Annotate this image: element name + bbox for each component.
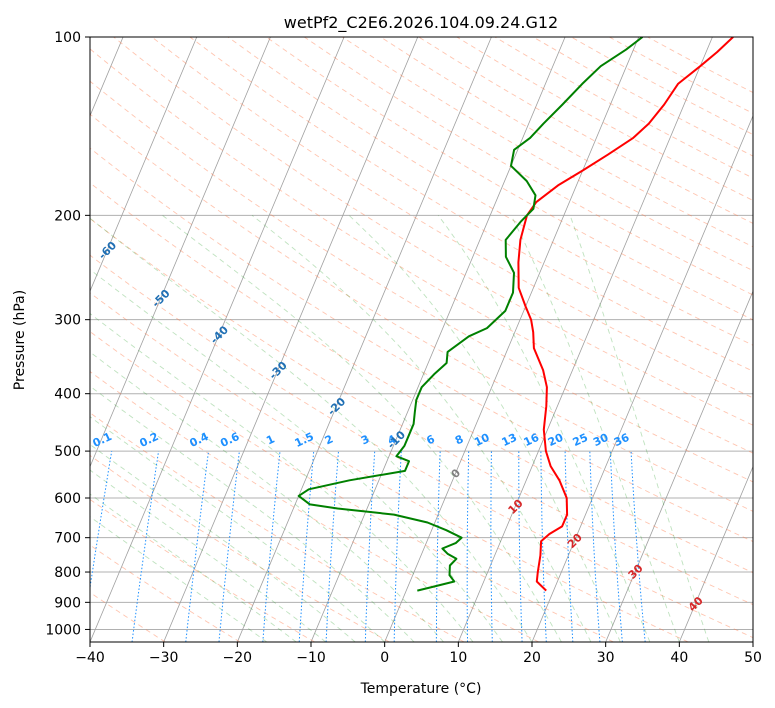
mixing-ratio-line [435,451,441,642]
dry-adiabat-line [90,217,753,606]
mixing-ratio-label: 30 [591,431,611,449]
moist-adiabat-line [348,214,621,642]
mixing-ratio-line [466,451,470,642]
isotherm-line [531,114,753,642]
mixing-ratio-label: 13 [500,431,519,449]
isotherm-line [678,465,753,642]
dry-adiabat-line [90,454,390,642]
mixing-ratio-line [589,451,601,642]
mixing-ratio-label: 25 [571,431,590,449]
chart-title: wetPf2_C2E6.2026.104.09.24.G12 [284,13,558,33]
dewpoint-line [297,37,644,592]
dry-adiabat-line [90,182,753,574]
moist-adiabat-line [90,493,297,642]
moist-adiabat-line [510,215,680,642]
x-tick-label: −30 [149,650,179,666]
x-tick-label: 40 [670,650,688,666]
dry-adiabat-line [90,331,614,642]
x-tick-label: 20 [523,650,541,666]
isotherm-line [90,37,198,293]
y-tick-label: 800 [54,565,81,581]
moist-adiabat-line [90,469,326,642]
mixing-ratio-line [609,451,623,642]
x-axis: −40 −30 −20 −10 0 10 20 30 40 50 [75,642,762,666]
mixing-ratio-line [364,451,376,642]
x-tick-label: −20 [223,650,253,666]
dry-adiabat-line [304,37,753,296]
mixing-ratio-line [298,451,315,642]
mixing-ratio-line [325,451,339,642]
dry-adiabat-line [90,371,540,642]
isotherm-line [163,37,419,642]
mixing-ratio-label: 20 [546,431,566,449]
moist-adiabat-line [90,516,268,642]
mixing-ratio-label: 36 [612,431,632,449]
y-tick-label: 300 [54,313,81,329]
plot-frame [89,36,754,643]
y-tick-label: 100 [54,30,81,46]
moist-adiabat-line [162,214,562,642]
moist-adiabat-line [251,214,592,642]
x-tick-label: 10 [449,650,467,666]
isotherm-line [310,37,566,642]
dry-adiabat-line [90,591,166,642]
dry-adiabat-line [151,37,753,399]
y-tick-label: 400 [54,387,81,403]
y-tick-label: 900 [54,595,81,611]
dry-adiabat-line [90,254,753,639]
x-axis-label: Temperature (°C) [360,681,482,697]
y-tick-label: 500 [54,444,81,460]
y-tick-label: 600 [54,491,81,507]
moist-adiabat-line [90,416,385,642]
mixing-ratio-line [540,451,547,642]
moist-adiabat-line [90,268,503,642]
moist-adiabat-line [90,312,474,642]
moist-adiabat-line [90,217,533,642]
moist-adiabat-line [90,443,356,642]
x-tick-label: 0 [380,650,389,666]
mixing-ratio-line [518,451,523,642]
y-tick-label: 1000 [45,622,81,638]
mixing-ratio-line [490,451,493,642]
dry-adiabat-line [90,147,753,543]
y-tick-label: 200 [54,208,81,224]
isotherm-line [457,37,713,642]
dry-adiabat-line [90,113,753,512]
isotherm-line [384,37,640,642]
profile-lines [297,37,734,592]
y-axis: 100 200 300 400 500 600 700 800 900 1000 [45,30,90,638]
x-tick-label: 50 [744,650,762,666]
dry-adiabat-line [90,48,753,454]
temperature-line [517,37,734,592]
mixing-ratio-line [218,451,240,642]
dry-adiabat-line [90,412,465,642]
isotherm-line [605,290,753,642]
x-tick-label: −40 [75,650,105,666]
isotherm-line [90,37,271,468]
mixing-ratio-label: 16 [522,431,542,449]
mixing-ratio-line [393,451,402,642]
dry-adiabat-line [227,37,753,346]
y-tick-label: 700 [54,531,81,547]
moist-adiabat-line [437,215,651,642]
mixing-ratio-line [630,451,646,642]
x-tick-label: −10 [296,650,326,666]
dry-adiabat-line [90,498,315,642]
isotherm-line [90,37,345,642]
isotherm-line [236,37,492,642]
x-tick-label: 30 [597,650,615,666]
moist-adiabat-line [569,215,710,642]
mixing-ratio-label: 10 [472,431,492,449]
mixing-ratio-line [262,451,281,642]
y-axis-label: Pressure (hPa) [12,290,28,390]
background-lines [90,37,753,642]
